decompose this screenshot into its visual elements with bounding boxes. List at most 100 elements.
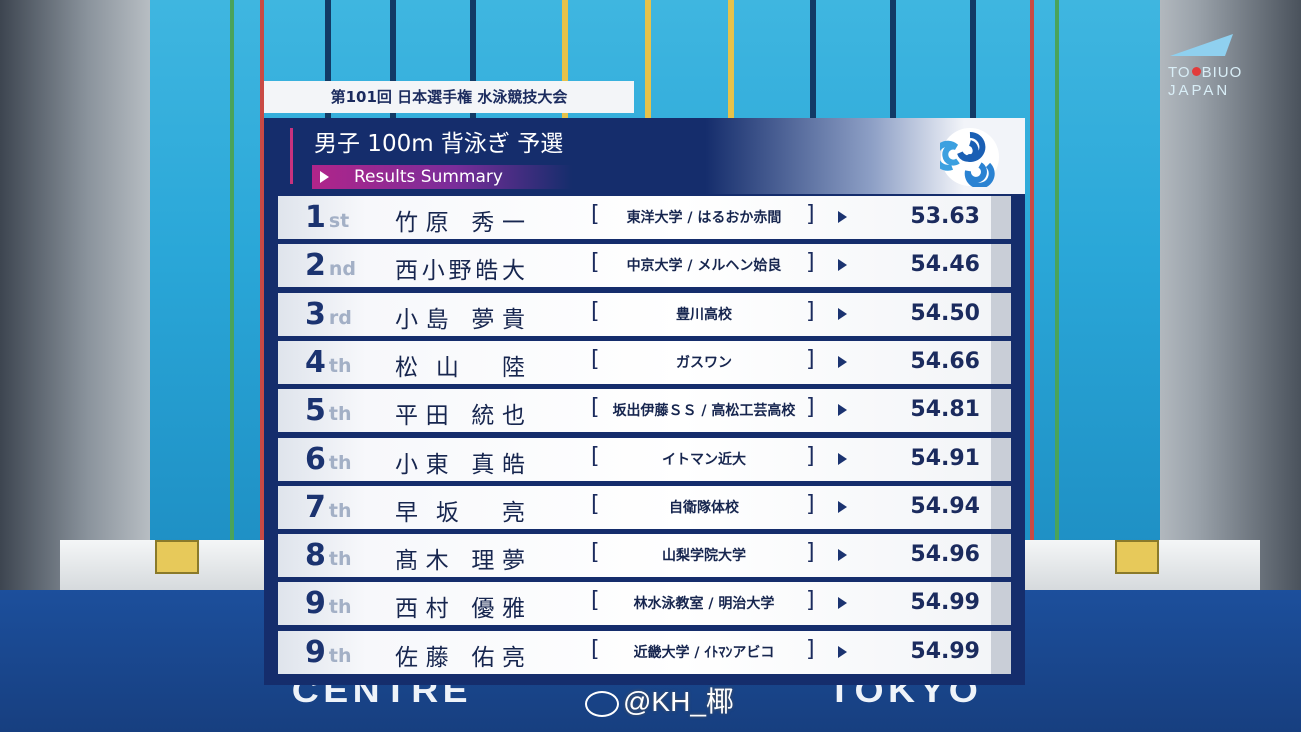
- arrow-right-icon: [838, 211, 847, 223]
- event-title: 男子 100m 背泳ぎ 予選: [314, 131, 564, 157]
- swimmer-club: 山梨学院大学: [662, 548, 746, 565]
- bracket-right: ]: [806, 636, 815, 662]
- arrow-right-icon: [838, 307, 847, 320]
- bracket-left: [: [591, 588, 600, 614]
- rank-suffix: th: [328, 644, 352, 667]
- row-end-shade: [991, 340, 1011, 384]
- swimmer-name: 早坂 亮: [395, 499, 525, 526]
- lane-rope: [1030, 0, 1034, 560]
- rank-number: 9: [305, 586, 326, 622]
- arrow-right-icon: [838, 500, 847, 513]
- swimmer-club: ガスワン: [676, 354, 732, 371]
- swimmer-name: 佐藤 佑亮: [395, 644, 525, 671]
- row-end-shade: [991, 582, 1011, 626]
- rank-number: 8: [305, 538, 326, 574]
- bracket-left: [: [591, 298, 600, 324]
- bracket-left: [: [591, 636, 600, 662]
- rank-number: 6: [305, 441, 326, 477]
- arrow-right-icon: [838, 597, 847, 610]
- lane-rope: [230, 0, 234, 560]
- bracket-right: ]: [806, 250, 815, 276]
- rank-number: 1: [305, 200, 326, 235]
- swimmer-club: 東洋大学 / はるおか赤間: [626, 210, 782, 226]
- row-end-shade: [991, 196, 1011, 239]
- bracket-right: ]: [806, 395, 815, 421]
- rank-suffix: th: [328, 403, 352, 426]
- row-end-shade: [991, 534, 1011, 578]
- rank-suffix: th: [328, 499, 352, 522]
- meet-title: 第101回 日本選手権 水泳競技大会: [264, 81, 634, 113]
- result-time: 54.96: [910, 542, 980, 568]
- swimming-federation-logo-icon: [940, 128, 999, 187]
- swimmer-name: 松山 陸: [395, 354, 525, 381]
- weibo-watermark: @KH_椰: [585, 680, 734, 720]
- rank-suffix: th: [328, 596, 352, 619]
- rank-number: 5: [305, 393, 326, 429]
- arrow-right-icon: [838, 645, 847, 658]
- bracket-left: [: [591, 491, 600, 517]
- swimmer-name: 西小野皓大: [395, 258, 525, 285]
- rank-number: 7: [305, 489, 326, 525]
- rank-suffix: rd: [328, 306, 352, 329]
- starting-block: [155, 540, 199, 574]
- swimmer-club: 自衛隊体校: [669, 499, 739, 516]
- result-time: 54.50: [910, 300, 980, 326]
- swimmer-name: 竹原 秀一: [395, 210, 525, 236]
- bracket-left: [: [591, 540, 600, 566]
- row-end-shade: [991, 485, 1011, 529]
- red-dot-icon: [1191, 67, 1201, 76]
- swimmer-name: 西村 優雅: [395, 596, 525, 623]
- result-time: 54.91: [910, 445, 980, 471]
- swimmer-club: 中京大学 / メルヘン姶良: [626, 258, 782, 275]
- bracket-right: ]: [806, 346, 815, 372]
- swimmer-club: 近畿大学 / ｲﾄﾏﾝアビコ: [633, 644, 775, 661]
- result-time: 54.46: [910, 252, 980, 278]
- starting-block: [1115, 540, 1159, 574]
- row-end-shade: [991, 292, 1011, 336]
- arrow-right-icon: [838, 404, 847, 417]
- swimmer-club: 豊川高校: [676, 306, 732, 323]
- results-header: 男子 100m 背泳ぎ 予選 Results Summary: [264, 118, 1025, 194]
- result-time: 54.99: [910, 638, 980, 664]
- swimmer-name: 平田 統也: [395, 403, 525, 430]
- bracket-right: ]: [806, 443, 815, 469]
- bracket-left: [: [591, 346, 600, 372]
- result-time: 54.99: [910, 590, 980, 616]
- arrow-right-icon: [838, 355, 847, 368]
- rank-suffix: th: [328, 451, 352, 474]
- tobiuo-japan-logo: TO BIUO JAPAN: [1168, 34, 1248, 104]
- swimmer-name: 小東 真皓: [395, 451, 525, 478]
- play-triangle-icon: [320, 171, 329, 183]
- row-end-shade: [991, 389, 1011, 433]
- accent-bar: [290, 128, 293, 184]
- rank-number: 3: [305, 296, 326, 332]
- weibo-icon: [585, 690, 619, 717]
- rank-number: 4: [305, 344, 326, 380]
- rank-suffix: th: [328, 548, 352, 571]
- result-time: 54.81: [910, 397, 980, 423]
- fish-wing-icon: [1169, 34, 1234, 56]
- result-time: 54.66: [910, 348, 980, 374]
- results-summary-label: Results Summary: [312, 165, 572, 189]
- rank-suffix: nd: [328, 258, 357, 281]
- rank-number: 9: [305, 634, 326, 670]
- swimmer-club: 林水泳教室 / 明治大学: [633, 596, 775, 613]
- swimmer-club: 坂出伊藤ＳＳ / 高松工芸高校: [612, 403, 796, 420]
